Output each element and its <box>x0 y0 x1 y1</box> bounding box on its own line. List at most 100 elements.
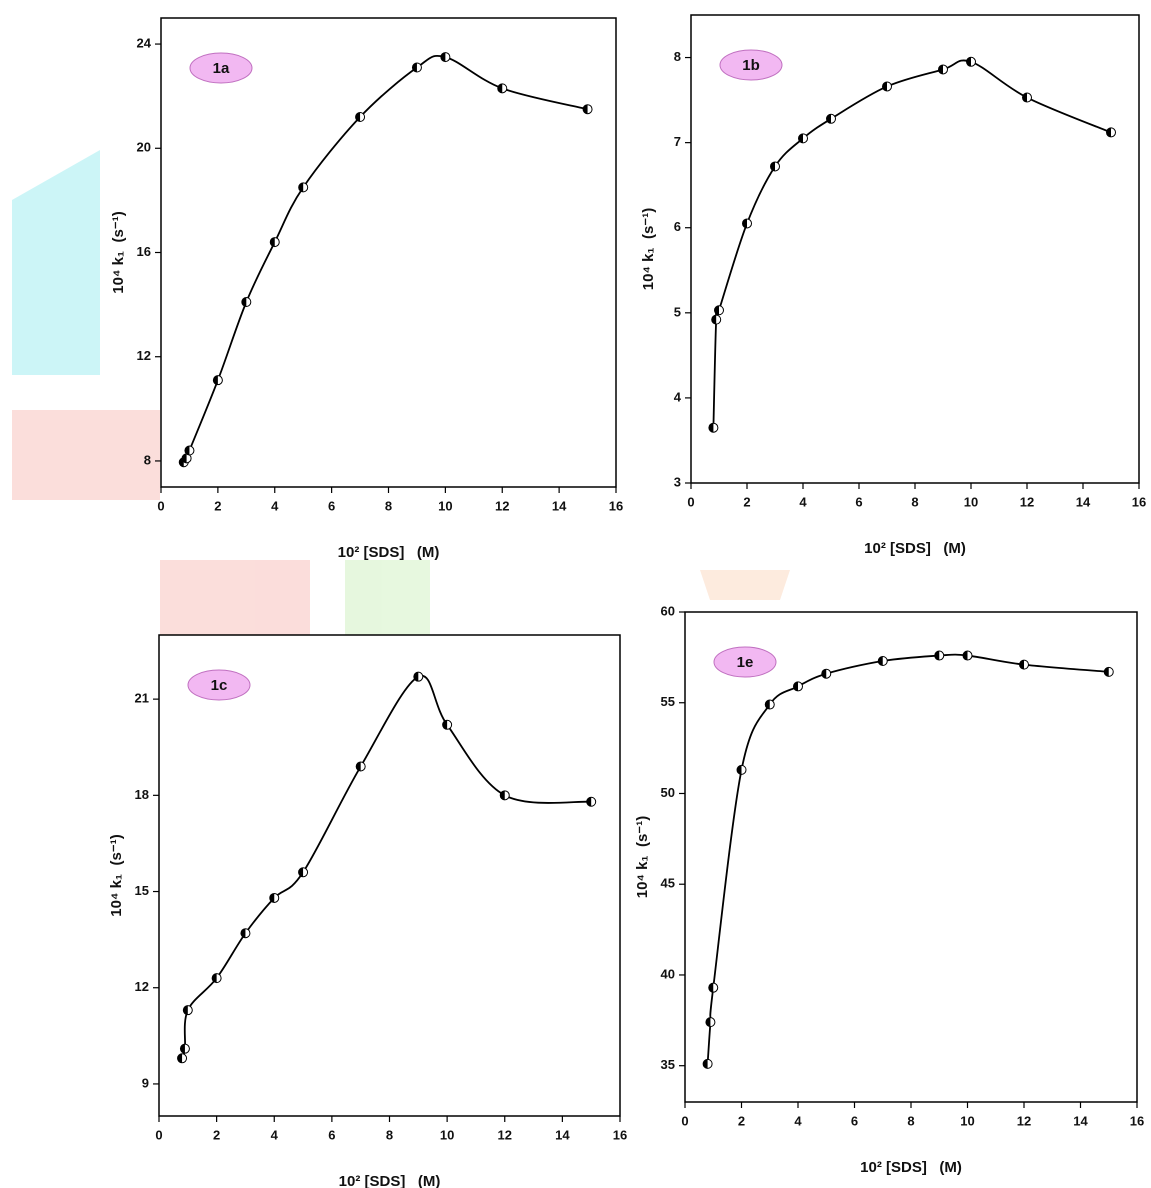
x-tick-label: 0 <box>687 494 694 509</box>
fit-line <box>181 674 592 1059</box>
x-tick-label: 10 <box>438 498 452 513</box>
panel-badge <box>187 669 251 701</box>
data-point-half <box>826 114 831 124</box>
y-axis-label: 10⁴ k₁ (s⁻¹) <box>108 834 125 916</box>
panel-badge <box>719 49 783 81</box>
y-tick-label: 5 <box>674 304 681 319</box>
x-axis-label: 10² [SDS] (M) <box>864 540 966 557</box>
data-point-half <box>184 446 190 456</box>
y-tick-label: 35 <box>661 1057 675 1072</box>
x-tick-label: 16 <box>609 498 623 513</box>
data-point-half <box>714 305 719 315</box>
data-point-half <box>770 161 775 171</box>
x-tick-label: 0 <box>155 1127 162 1142</box>
y-tick-label: 21 <box>135 691 149 706</box>
watermark-shape <box>12 150 100 375</box>
data-point-half <box>298 182 304 192</box>
data-point-half <box>412 63 417 73</box>
data-point-half <box>586 797 592 807</box>
y-tick-label: 45 <box>661 876 675 891</box>
data-point-half <box>737 765 742 775</box>
data-point-half <box>583 104 588 114</box>
x-tick-label: 14 <box>555 1127 570 1142</box>
x-tick-label: 4 <box>794 1113 802 1128</box>
x-tick-label: 2 <box>738 1113 745 1128</box>
data-point-half <box>878 656 883 666</box>
y-tick-label: 7 <box>674 134 681 149</box>
x-tick-label: 8 <box>386 1127 393 1142</box>
y-tick-label: 8 <box>144 452 151 467</box>
data-point-half <box>742 218 747 228</box>
x-tick-label: 12 <box>495 498 509 513</box>
y-tick-label: 55 <box>661 694 675 709</box>
y-tick-label: 24 <box>137 35 152 50</box>
data-point-half <box>711 315 717 325</box>
x-axis-label: 10² [SDS] (M) <box>339 1173 441 1188</box>
x-tick-label: 12 <box>498 1127 512 1142</box>
data-point-half <box>882 81 887 91</box>
data-point-half <box>1022 93 1027 103</box>
plot-frame <box>158 634 621 1117</box>
data-point-half <box>1106 127 1111 137</box>
chart-panel: 0 2 4 6 8 10 12 14 16 35 40 45 50 55 60 10² [SDS] (M) 10… <box>634 603 1144 1176</box>
watermark-shape <box>700 570 790 600</box>
watermark-shape <box>345 560 430 635</box>
x-tick-label: 2 <box>743 494 750 509</box>
y-axis-label: 10⁴ k₁ (s⁻¹) <box>110 211 127 293</box>
fit-line <box>706 653 1109 1064</box>
y-tick-label: 3 <box>674 474 681 489</box>
data-point-half <box>966 57 971 67</box>
data-point-half <box>177 1053 183 1063</box>
data-point-half <box>213 375 218 385</box>
fit-line <box>183 54 588 463</box>
y-tick-label: 15 <box>135 883 149 898</box>
panel-label: 1e <box>737 654 754 671</box>
data-point-half <box>703 1059 708 1069</box>
x-tick-label: 4 <box>799 494 807 509</box>
data-point-half <box>497 83 503 93</box>
data-point-half <box>270 237 275 247</box>
data-point-half <box>182 453 187 463</box>
plot-frame <box>690 14 1140 484</box>
x-axis-label: 10² [SDS] (M) <box>860 1159 962 1176</box>
data-point-half <box>355 112 361 122</box>
x-tick-label: 2 <box>214 498 221 513</box>
data-point-half <box>934 651 940 661</box>
x-tick-label: 4 <box>271 498 279 513</box>
data-point-half <box>708 423 714 433</box>
panel-label: 1a <box>213 60 230 77</box>
chart-panel: 0 2 4 6 8 10 12 14 16 3 4 5 6 7 8 10² [SDS] (M) 10⁴ k₁ (… <box>640 14 1146 557</box>
x-tick-label: 16 <box>1130 1113 1144 1128</box>
x-tick-label: 2 <box>213 1127 220 1142</box>
y-axis-label: 10⁴ k₁ (s⁻¹) <box>640 208 657 290</box>
data-point-half <box>821 669 827 679</box>
y-tick-label: 4 <box>674 389 682 404</box>
x-tick-label: 10 <box>960 1113 974 1128</box>
y-tick-label: 20 <box>137 140 151 155</box>
data-point-half <box>240 928 246 938</box>
x-tick-label: 16 <box>613 1127 627 1142</box>
plot-frame <box>684 611 1138 1103</box>
watermark-shape <box>160 560 310 635</box>
data-point-half <box>183 1005 188 1015</box>
watermark-shape <box>12 410 160 500</box>
panel-label: 1b <box>742 57 760 74</box>
x-tick-label: 8 <box>911 494 918 509</box>
x-tick-label: 8 <box>907 1113 914 1128</box>
panel-badge <box>713 646 777 678</box>
x-tick-label: 10 <box>964 494 978 509</box>
y-tick-label: 50 <box>661 785 675 800</box>
x-tick-label: 12 <box>1020 494 1034 509</box>
x-tick-label: 14 <box>1073 1113 1088 1128</box>
data-point-half <box>705 1017 711 1027</box>
y-tick-label: 6 <box>674 219 681 234</box>
data-point-half <box>765 700 770 710</box>
data-point-half <box>269 893 275 903</box>
data-point-half <box>798 133 803 143</box>
data-point-half <box>963 651 968 661</box>
x-tick-label: 12 <box>1017 1113 1031 1128</box>
y-tick-label: 18 <box>135 787 149 802</box>
